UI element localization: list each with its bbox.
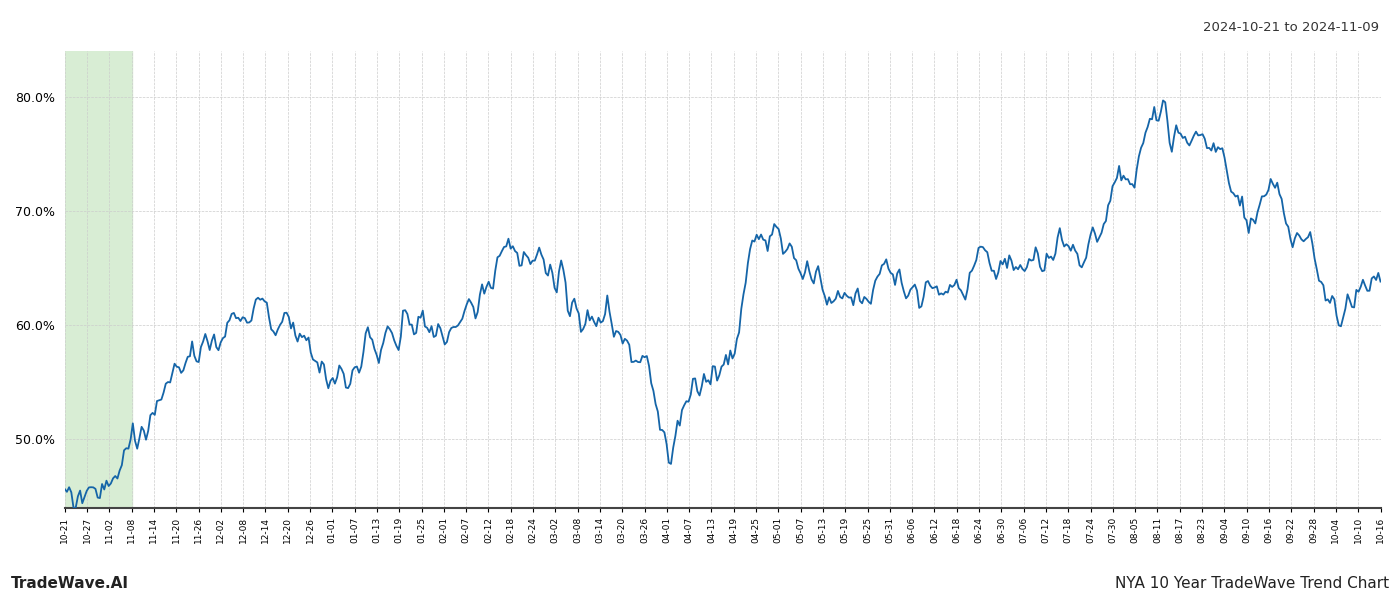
Text: TradeWave.AI: TradeWave.AI xyxy=(11,576,129,591)
Text: NYA 10 Year TradeWave Trend Chart: NYA 10 Year TradeWave Trend Chart xyxy=(1114,576,1389,591)
Bar xyxy=(64,51,132,508)
Text: 2024-10-21 to 2024-11-09: 2024-10-21 to 2024-11-09 xyxy=(1203,21,1379,34)
